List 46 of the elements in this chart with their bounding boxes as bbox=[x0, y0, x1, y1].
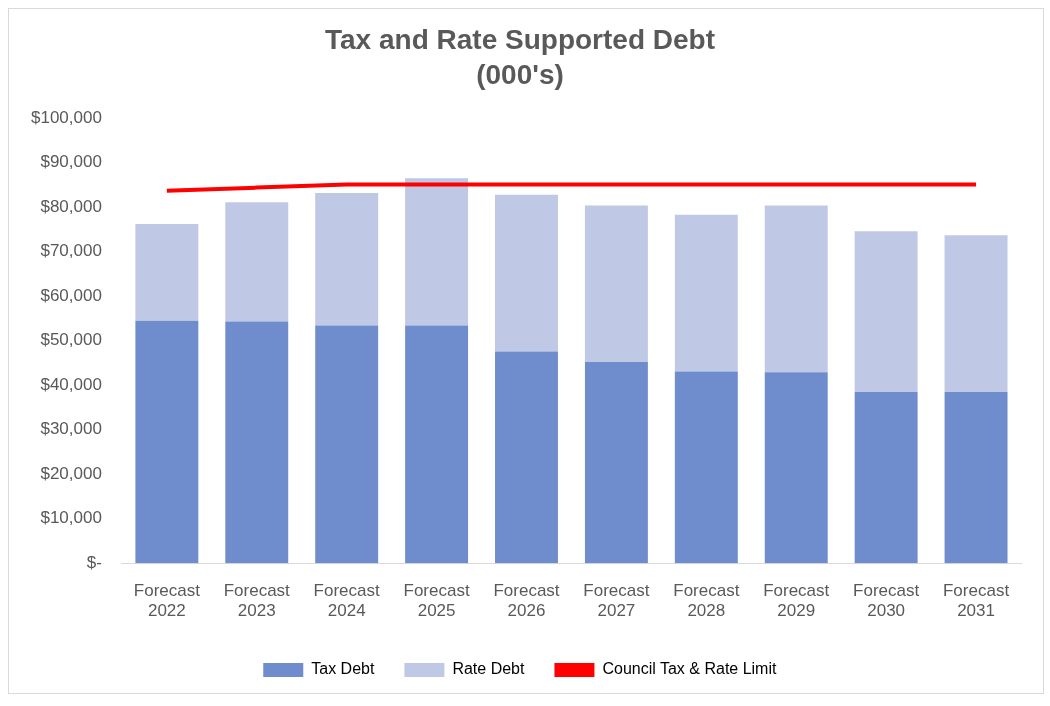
x-tick-label: Forecast 2029 bbox=[763, 581, 830, 621]
bar bbox=[135, 320, 199, 564]
bar bbox=[495, 351, 558, 564]
bar bbox=[495, 194, 558, 352]
bar bbox=[584, 205, 648, 363]
bar bbox=[854, 231, 918, 392]
y-tick-label: $10,000 bbox=[40, 508, 102, 528]
bar bbox=[225, 202, 289, 322]
bar bbox=[944, 391, 1008, 564]
y-tick-label: $70,000 bbox=[40, 241, 102, 261]
bar bbox=[764, 372, 828, 564]
bar bbox=[674, 371, 738, 564]
y-tick-label: $90,000 bbox=[40, 152, 102, 172]
bar bbox=[405, 178, 469, 326]
x-tick-label: Forecast 2028 bbox=[673, 581, 740, 621]
legend-label: Tax Debt bbox=[311, 660, 375, 678]
bar bbox=[405, 325, 469, 564]
x-tick-label: Forecast 2025 bbox=[403, 581, 470, 621]
bar bbox=[764, 205, 828, 373]
y-tick-label: $80,000 bbox=[40, 196, 102, 216]
x-tick-label: Forecast 2026 bbox=[493, 581, 560, 621]
bar bbox=[584, 362, 648, 564]
x-tick-label: Forecast 2031 bbox=[942, 581, 1010, 621]
y-tick-label: $40,000 bbox=[40, 374, 102, 394]
x-tick-label: Forecast 2027 bbox=[583, 581, 650, 621]
bar bbox=[854, 391, 918, 564]
y-tick-label: $50,000 bbox=[40, 330, 102, 350]
bar bbox=[315, 325, 379, 564]
y-tick-label: $- bbox=[86, 552, 102, 572]
legend-label: Rate Debt bbox=[452, 660, 525, 678]
y-tick-label: $60,000 bbox=[40, 285, 102, 305]
x-tick-label: Forecast 2023 bbox=[223, 581, 291, 621]
chart-title: Tax and Rate Supported Debt bbox=[325, 23, 715, 55]
y-tick-label: $20,000 bbox=[40, 463, 102, 483]
x-tick-label: Forecast 2024 bbox=[313, 581, 381, 621]
bar bbox=[315, 192, 379, 326]
y-tick-label: $30,000 bbox=[40, 419, 102, 439]
x-tick-label: Forecast 2022 bbox=[133, 581, 201, 621]
legend-label: Council Tax & Rate Limit bbox=[602, 660, 777, 678]
bar bbox=[225, 321, 289, 564]
y-tick-label: $100,000 bbox=[31, 107, 102, 127]
bar bbox=[135, 224, 199, 321]
bar bbox=[944, 235, 1008, 392]
x-tick-label: Forecast 2030 bbox=[853, 581, 920, 621]
bar bbox=[674, 214, 738, 372]
chart-subtitle: (000's) bbox=[476, 59, 564, 91]
